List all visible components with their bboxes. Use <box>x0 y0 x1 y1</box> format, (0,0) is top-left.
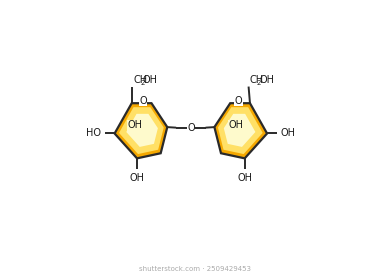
Text: OH: OH <box>129 173 144 183</box>
Polygon shape <box>119 107 164 154</box>
Polygon shape <box>218 107 263 154</box>
Text: shutterstock.com · 2509429453: shutterstock.com · 2509429453 <box>139 266 251 272</box>
Polygon shape <box>215 103 267 158</box>
Polygon shape <box>224 114 255 147</box>
Text: OH: OH <box>128 120 143 130</box>
Text: O: O <box>187 123 195 133</box>
Text: 2: 2 <box>257 80 261 86</box>
Text: CH: CH <box>133 75 147 85</box>
Polygon shape <box>126 114 158 147</box>
Text: OH: OH <box>228 120 243 130</box>
Text: O: O <box>235 96 243 106</box>
Text: OH: OH <box>260 75 275 85</box>
Text: OH: OH <box>237 173 252 183</box>
Text: OH: OH <box>143 75 158 85</box>
Polygon shape <box>115 103 167 158</box>
Text: OH: OH <box>281 128 296 138</box>
Text: 2: 2 <box>140 80 144 86</box>
Text: HO: HO <box>86 128 101 138</box>
Text: CH: CH <box>250 75 264 85</box>
Text: O: O <box>139 96 147 106</box>
